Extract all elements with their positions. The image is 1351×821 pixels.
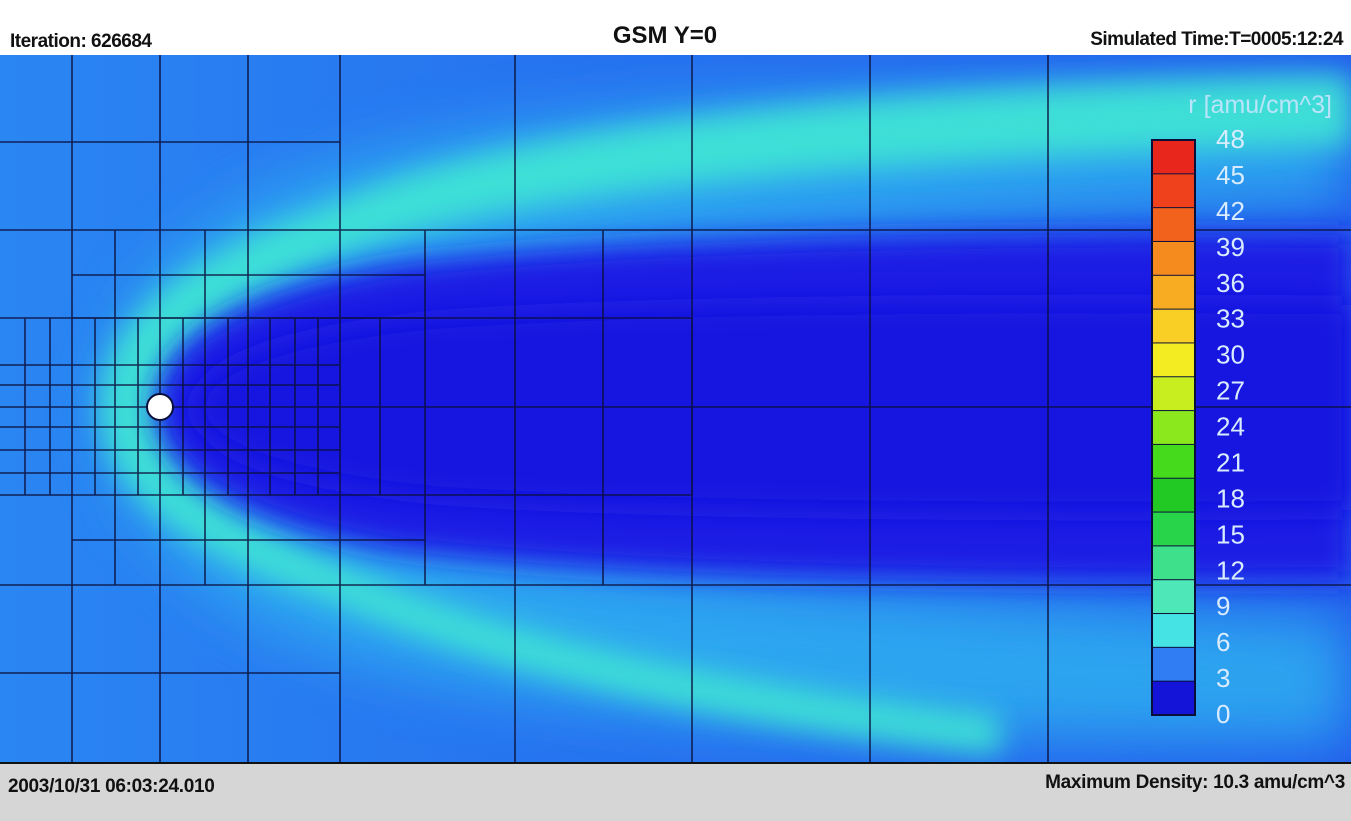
colorbar-tick-label: 9 bbox=[1216, 591, 1230, 621]
header-bar: Iteration: 626684 GSM Y=0 Simulated Time… bbox=[0, 0, 1351, 55]
colorbar-swatch bbox=[1151, 410, 1196, 446]
colorbar: r [amu/cm^3] 484542393633302724211815129… bbox=[1151, 91, 1332, 729]
colorbar-tick-label: 33 bbox=[1216, 304, 1245, 334]
colorbar-tick-label: 36 bbox=[1216, 268, 1245, 298]
maximum-density-label: Maximum Density: 10.3 amu/cm^3 bbox=[1045, 772, 1345, 793]
colorbar-swatch bbox=[1151, 173, 1196, 209]
colorbar-tick-label: 48 bbox=[1216, 124, 1245, 154]
colorbar-tick-label: 15 bbox=[1216, 519, 1245, 549]
colorbar-tick-label: 12 bbox=[1216, 555, 1245, 585]
colorbar-swatch bbox=[1151, 139, 1196, 175]
colorbar-swatch bbox=[1151, 342, 1196, 378]
simulated-time-label: Simulated Time:T=0005:12:24 bbox=[1090, 29, 1343, 50]
colorbar-tick-label: 3 bbox=[1216, 663, 1230, 693]
colorbar-swatch bbox=[1151, 545, 1196, 581]
colorbar-tick-label: 24 bbox=[1216, 412, 1245, 442]
colorbar-tick-label: 39 bbox=[1216, 232, 1245, 262]
colorbar-tick-label: 0 bbox=[1216, 699, 1230, 729]
colorbar-swatch bbox=[1151, 207, 1196, 243]
colorbar-swatch bbox=[1151, 308, 1196, 344]
earth-marker bbox=[146, 393, 174, 421]
colorbar-swatch bbox=[1151, 274, 1196, 311]
bow-shock bbox=[100, 75, 1351, 755]
footer-bar: 2003/10/31 06:03:24.010 Maximum Density:… bbox=[0, 762, 1351, 821]
colorbar-tick-label: 21 bbox=[1216, 447, 1245, 477]
colorbar-tick-label: 42 bbox=[1216, 196, 1245, 226]
colorbar-swatch bbox=[1151, 240, 1196, 277]
colorbar-tick-label: 45 bbox=[1216, 160, 1245, 190]
colorbar-swatch bbox=[1151, 443, 1196, 480]
colorbar-tick-label: 6 bbox=[1216, 627, 1230, 657]
colorbar-frame bbox=[1151, 139, 1196, 716]
colorbar-swatch bbox=[1151, 579, 1196, 615]
colorbar-tick-label: 18 bbox=[1216, 483, 1245, 513]
colorbar-title: r [amu/cm^3] bbox=[1188, 91, 1332, 119]
density-plot: r [amu/cm^3] 48 45 42 39 36 33 30 27 24 21 18 15 12 9… bbox=[0, 55, 1351, 762]
density-field-svg: r [amu/cm^3] 484542393633302724211815129… bbox=[0, 55, 1351, 762]
colorbar-swatch bbox=[1151, 376, 1196, 412]
colorbar-swatch bbox=[1151, 511, 1196, 547]
colorbar-tick-label: 30 bbox=[1216, 340, 1245, 370]
magnetosheath-outer bbox=[110, 84, 1351, 746]
colorbar-swatch bbox=[1151, 613, 1196, 649]
plot-title: GSM Y=0 bbox=[612, 22, 718, 49]
amr-grid bbox=[0, 55, 1351, 762]
colorbar-tick-label: 27 bbox=[1216, 376, 1245, 406]
colorbar-swatch bbox=[1151, 646, 1196, 683]
colorbar-swatch bbox=[1151, 477, 1196, 514]
iteration-label: Iteration: 626684 bbox=[10, 31, 152, 52]
datetime-label: 2003/10/31 06:03:24.010 bbox=[8, 776, 215, 797]
colorbar-swatch bbox=[1151, 680, 1196, 716]
